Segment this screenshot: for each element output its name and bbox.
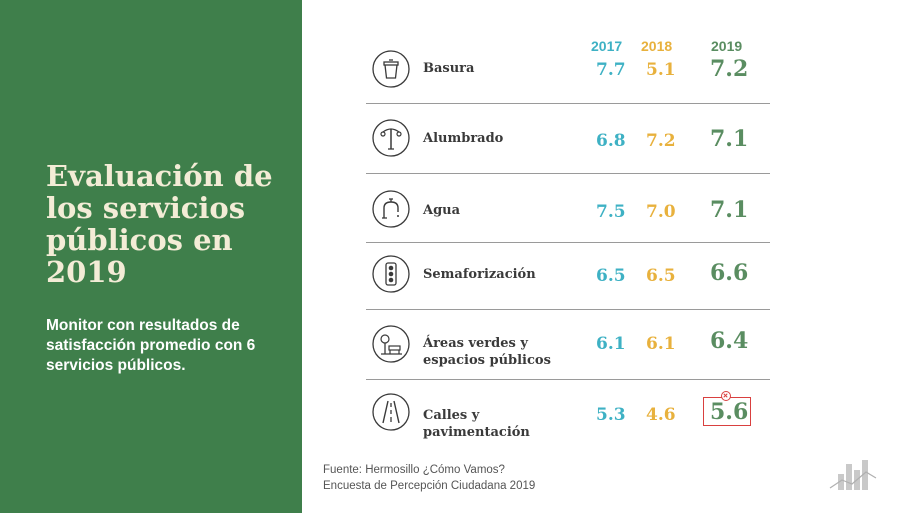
value-2017: 6.5: [596, 266, 626, 286]
source-line2: Encuesta de Percepción Ciudadana 2019: [323, 480, 536, 492]
value-2019: 6.4: [710, 328, 749, 354]
service-label: Basura: [423, 61, 475, 76]
value-2018: 4.6: [646, 405, 676, 425]
row-divider: [366, 309, 770, 310]
brand-logo-icon: [828, 456, 878, 496]
year-2018-header: 2018: [641, 38, 673, 54]
row-divider: [366, 379, 770, 380]
service-label-line1: Áreas verdes y: [423, 336, 528, 351]
value-2019: 7.2: [710, 56, 749, 82]
trash-icon: [372, 50, 410, 88]
year-2019-header: 2019: [711, 38, 743, 54]
service-label: Agua: [423, 203, 461, 218]
service-row-basura: Basura 7.7 5.1 7.2: [366, 50, 770, 90]
service-row-semaforizacion: Semaforización 6.5 6.5 6.6: [366, 255, 770, 295]
left-panel: Evaluación de los servicios públicos en …: [0, 0, 302, 513]
service-label-line1: Calles y: [423, 408, 480, 423]
traffic-light-icon: [372, 255, 410, 293]
value-2019: 5.6: [710, 399, 749, 425]
value-2017: 6.1: [596, 334, 626, 354]
page-subtitle: Monitor con resultados de satisfacción p…: [46, 317, 256, 374]
row-divider: [366, 242, 770, 243]
page-title: Evaluación de los servicios públicos en …: [46, 159, 273, 289]
value-2019: 7.1: [710, 126, 749, 152]
year-2017-header: 2017: [591, 38, 623, 54]
value-2018: 6.1: [646, 334, 676, 354]
service-label: Alumbrado: [423, 131, 504, 146]
value-2018: 5.1: [646, 60, 676, 80]
value-2019: 7.1: [710, 197, 749, 223]
value-2017: 5.3: [596, 405, 626, 425]
value-2019: 6.6: [710, 260, 749, 286]
value-2017: 6.8: [596, 131, 626, 151]
row-divider: [366, 173, 770, 174]
value-2018: 7.2: [646, 131, 676, 151]
road-icon: [372, 393, 410, 431]
highlight-box: [703, 397, 751, 426]
faucet-icon: [372, 190, 410, 228]
value-2017: 7.7: [596, 60, 626, 80]
alert-marker-icon: [721, 391, 731, 401]
row-divider: [366, 103, 770, 104]
park-bench-icon: [372, 325, 410, 363]
service-row-calles: Calles y pavimentación 5.3 4.6 5.6: [366, 393, 770, 440]
service-label-line2: pavimentación: [423, 425, 530, 440]
value-2018: 7.0: [646, 202, 676, 222]
service-row-alumbrado: Alumbrado 6.8 7.2 7.1: [366, 119, 770, 159]
value-2018: 6.5: [646, 266, 676, 286]
service-row-agua: Agua 7.5 7.0 7.1: [366, 190, 770, 230]
service-row-areas-verdes: Áreas verdes y espacios públicos 6.1 6.1…: [366, 325, 770, 368]
source-note: Fuente: Hermosillo ¿Cómo Vamos? Encuesta…: [323, 462, 535, 494]
service-label-line2: espacios públicos: [423, 353, 551, 368]
value-2017: 7.5: [596, 202, 626, 222]
service-label: Semaforización: [423, 267, 536, 282]
source-line1: Fuente: Hermosillo ¿Cómo Vamos?: [323, 464, 505, 476]
street-light-icon: [372, 119, 410, 157]
